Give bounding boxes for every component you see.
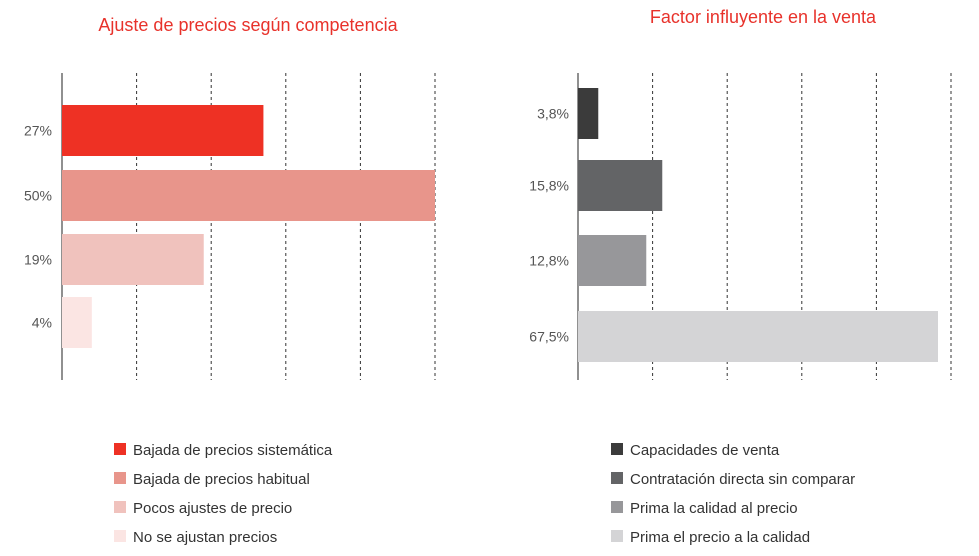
chart-1-legend-label: Bajada de precios habitual — [133, 471, 310, 488]
chart-1-legend-swatch — [114, 443, 126, 455]
chart-2-legend-swatch — [611, 443, 623, 455]
chart-1-category-label: 27% — [24, 123, 52, 139]
chart-1-bar — [62, 170, 435, 221]
chart-2-legend-swatch — [611, 530, 623, 542]
chart-2-bar — [578, 311, 938, 362]
chart-1-legend-swatch — [114, 501, 126, 513]
chart-2-legend-label: Prima la calidad al precio — [630, 500, 798, 517]
chart-2-bar — [578, 160, 663, 211]
chart-1-category-label: 19% — [24, 252, 52, 268]
chart-1-bar — [62, 297, 92, 348]
chart-1-legend-swatch — [114, 530, 126, 542]
chart-1-legend-swatch — [114, 472, 126, 484]
chart-1-legend-label: Pocos ajustes de precio — [133, 500, 292, 517]
chart-2-category-label: 67,5% — [529, 329, 569, 345]
chart-1-category-label: 50% — [24, 188, 52, 204]
chart-2-legend-swatch — [611, 501, 623, 513]
chart-2-legend-label: Contratación directa sin comparar — [630, 471, 855, 488]
chart-2-bar — [578, 235, 647, 286]
chart-1-title: Ajuste de precios según competencia — [98, 15, 398, 35]
chart-2-bar — [578, 88, 599, 139]
chart-2-category-label: 15,8% — [529, 178, 569, 194]
chart-2-legend-swatch — [611, 472, 623, 484]
chart-1-legend-label: Bajada de precios sistemática — [133, 442, 333, 459]
chart-1-category-label: 4% — [32, 315, 52, 331]
chart-1-bar — [62, 234, 204, 285]
chart-2-category-label: 12,8% — [529, 253, 569, 269]
chart-2-category-label: 3,8% — [537, 106, 569, 122]
chart-1-bar — [62, 105, 264, 156]
chart-1-legend-label: No se ajustan precios — [133, 529, 277, 546]
chart-2-legend-label: Capacidades de venta — [630, 442, 780, 459]
chart-2-title: Factor influyente en la venta — [650, 7, 877, 27]
chart-2-legend-label: Prima el precio a la calidad — [630, 529, 810, 546]
